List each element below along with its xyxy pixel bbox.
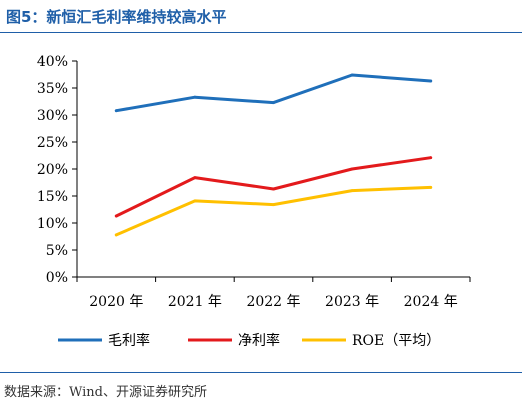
series-2-point (350, 167, 354, 171)
y-tick-label: 30% (37, 108, 68, 124)
x-tick-label: 2024 年 (404, 294, 458, 310)
series-2-point (114, 214, 118, 218)
y-tick-label: 20% (37, 162, 68, 178)
legend-label-2: 净利率 (238, 332, 280, 349)
line-chart: 0% 5% 10% 15% 20% 25% 30% 35% 40% 2020 年 2021 年 202… (37, 54, 471, 349)
series-1-point (350, 73, 354, 77)
series-1-point (193, 95, 197, 99)
series-3-point (272, 203, 275, 207)
y-tick-label: 40% (37, 54, 68, 70)
series-3-point (114, 233, 118, 237)
series-1-point (429, 79, 433, 83)
x-tick-label: 2022 年 (246, 294, 300, 310)
x-tick-label: 2021 年 (168, 294, 222, 310)
y-tick-label: 5% (46, 243, 68, 259)
y-tick-label: 35% (37, 81, 68, 97)
series-3-point (350, 189, 354, 193)
y-tick-label: 0% (46, 270, 68, 286)
legend-label-1: 毛利率 (108, 332, 150, 349)
y-tick-label: 15% (37, 189, 68, 205)
series-2-point (429, 156, 433, 160)
series-2-point (272, 187, 275, 191)
series-2-point (193, 176, 197, 180)
series-line-1 (114, 73, 433, 113)
x-tick-label: 2023 年 (325, 294, 379, 310)
source-divider (0, 372, 522, 374)
series-line-2 (114, 156, 433, 218)
legend-label-3: ROE（平均） (352, 333, 440, 349)
source-note: 数据来源：Wind、开源证券研究所 (4, 385, 207, 400)
figure-title: 图5：新恒汇毛利率维持较高水平 (6, 8, 227, 26)
series-1-point (272, 101, 275, 104)
series-3-point (193, 199, 197, 203)
title-divider (0, 32, 522, 34)
series-3-point (429, 185, 433, 189)
y-tick-label: 25% (37, 135, 68, 151)
series-1-point (114, 109, 118, 113)
y-tick-label: 10% (37, 216, 68, 232)
x-tick-label: 2020 年 (89, 294, 143, 310)
